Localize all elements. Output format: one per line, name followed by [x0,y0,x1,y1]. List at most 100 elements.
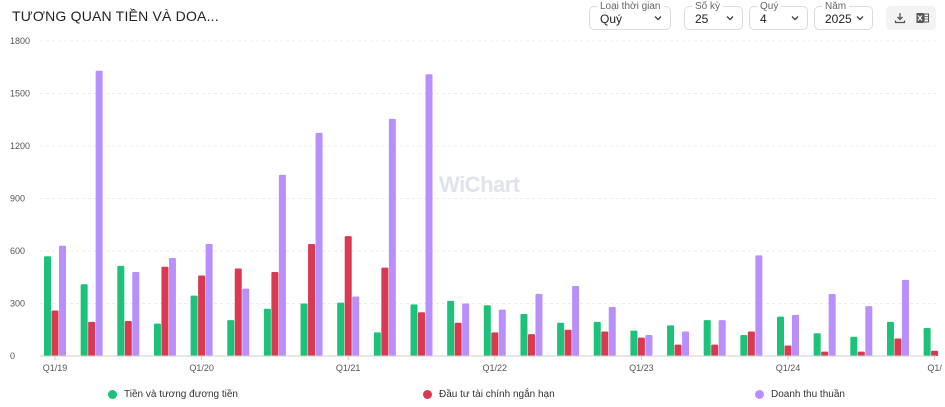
download-icon[interactable] [894,12,906,24]
bar-cash[interactable] [373,332,381,356]
quarter-select[interactable]: Quý 4 [749,2,808,30]
bar-investment[interactable] [674,344,682,356]
bar-cash[interactable] [410,304,418,356]
bar-cash[interactable] [850,336,858,356]
legend-item-investment[interactable]: Đầu tư tài chính ngắn hạn [423,389,555,400]
bar-revenue[interactable] [462,303,470,357]
bar-cash[interactable] [557,322,565,356]
y-tick-label: 600 [10,246,25,256]
time-type-value: Quý [600,12,623,26]
bar-investment[interactable] [381,267,389,356]
y-tick-label: 1200 [10,141,30,151]
export-toolbar [886,6,936,30]
bar-revenue[interactable] [828,293,836,356]
bar-investment[interactable] [161,266,169,356]
bar-investment[interactable] [51,310,59,357]
bar-investment[interactable] [784,345,792,357]
bar-revenue[interactable] [278,174,286,356]
bar-cash[interactable] [667,325,675,356]
bar-investment[interactable] [601,331,609,357]
bar-revenue[interactable] [498,309,506,356]
bar-cash[interactable] [520,314,528,356]
bar-revenue[interactable] [388,118,396,356]
bar-revenue[interactable] [205,244,213,356]
bar-cash[interactable] [483,305,491,356]
bar-revenue[interactable] [132,272,140,356]
bar-investment[interactable] [454,322,462,356]
bar-revenue[interactable] [95,70,103,356]
bar-revenue[interactable] [242,288,250,356]
bar-revenue[interactable] [59,245,66,356]
bar-cash[interactable] [117,265,125,356]
chevron-down-icon [791,16,799,21]
year-value: 2025 [825,12,852,26]
bar-investment[interactable] [747,331,755,357]
bar-revenue[interactable] [718,320,726,356]
bar-revenue[interactable] [608,307,616,356]
bar-investment[interactable] [527,334,535,356]
bar-investment[interactable] [124,321,132,356]
bar-revenue[interactable] [645,335,653,356]
bar-revenue[interactable] [168,258,176,356]
bar-cash[interactable] [923,328,931,356]
bar-cash[interactable] [44,256,51,356]
excel-icon[interactable] [916,12,929,24]
x-axis: Q1/19 Q1/20 Q1/21 Q1/22 Q1/23 Q1/24 Q1/ [40,355,942,373]
bar-cash[interactable] [703,320,711,356]
bar-revenue[interactable] [352,296,360,357]
bar-revenue[interactable] [755,255,763,356]
bar-cash[interactable] [300,303,308,357]
bar-cash[interactable] [80,284,88,356]
bar-revenue[interactable] [315,132,323,356]
bar-investment[interactable] [931,350,939,356]
bar-investment[interactable] [198,275,206,357]
bar-cash[interactable] [593,321,601,356]
x-tick-label: Q1/20 [189,363,214,373]
time-type-select[interactable]: Loại thời gian Quý [589,2,671,30]
bar-cash[interactable] [190,295,198,356]
bar-cash[interactable] [813,333,821,356]
year-select[interactable]: Năm 2025 [814,2,873,30]
y-tick-label: 900 [10,194,25,204]
bar-cash[interactable] [740,335,748,356]
bar-investment[interactable] [271,272,279,356]
bar-investment[interactable] [234,268,242,357]
bar-investment[interactable] [857,351,865,356]
bar-investment[interactable] [894,338,902,357]
grid-lines [40,40,936,304]
y-tick-label: 1500 [10,89,30,99]
bar-cash[interactable] [447,300,455,356]
bar-cash[interactable] [630,330,638,356]
bar-investment[interactable] [564,329,572,356]
chevron-down-icon [726,16,734,21]
bar-cash[interactable] [886,321,894,356]
bar-investment[interactable] [491,332,499,356]
bar-revenue[interactable] [792,314,799,356]
bar-cash[interactable] [153,323,161,356]
legend-item-cash[interactable]: Tiền và tương đương tiền [108,389,238,400]
bar-cash[interactable] [337,302,345,356]
periods-select[interactable]: Số kỳ 25 [684,2,743,30]
bar-investment[interactable] [344,236,352,356]
periods-value: 25 [695,12,709,26]
bar-revenue[interactable] [572,286,580,356]
y-tick-label: 300 [10,299,25,309]
bar-revenue[interactable] [682,331,690,357]
bar-revenue[interactable] [425,74,433,356]
bar-cash[interactable] [263,308,271,356]
bar-investment[interactable] [711,344,719,356]
bar-investment[interactable] [308,244,316,356]
bar-investment[interactable] [88,321,96,356]
bar-investment[interactable] [637,337,645,356]
bar-revenue[interactable] [901,279,909,356]
x-tick-label: Q1/22 [483,363,508,373]
bar-cash[interactable] [777,316,784,356]
bar-investment[interactable] [821,351,829,356]
legend-item-revenue[interactable]: Doanh thu thuần [755,389,845,400]
bar-cash[interactable] [227,320,235,356]
bar-revenue[interactable] [865,306,873,356]
y-tick-label: 1800 [10,36,30,46]
quarter-label: Quý [757,2,782,12]
bar-investment[interactable] [418,312,425,356]
bar-revenue[interactable] [535,293,543,356]
